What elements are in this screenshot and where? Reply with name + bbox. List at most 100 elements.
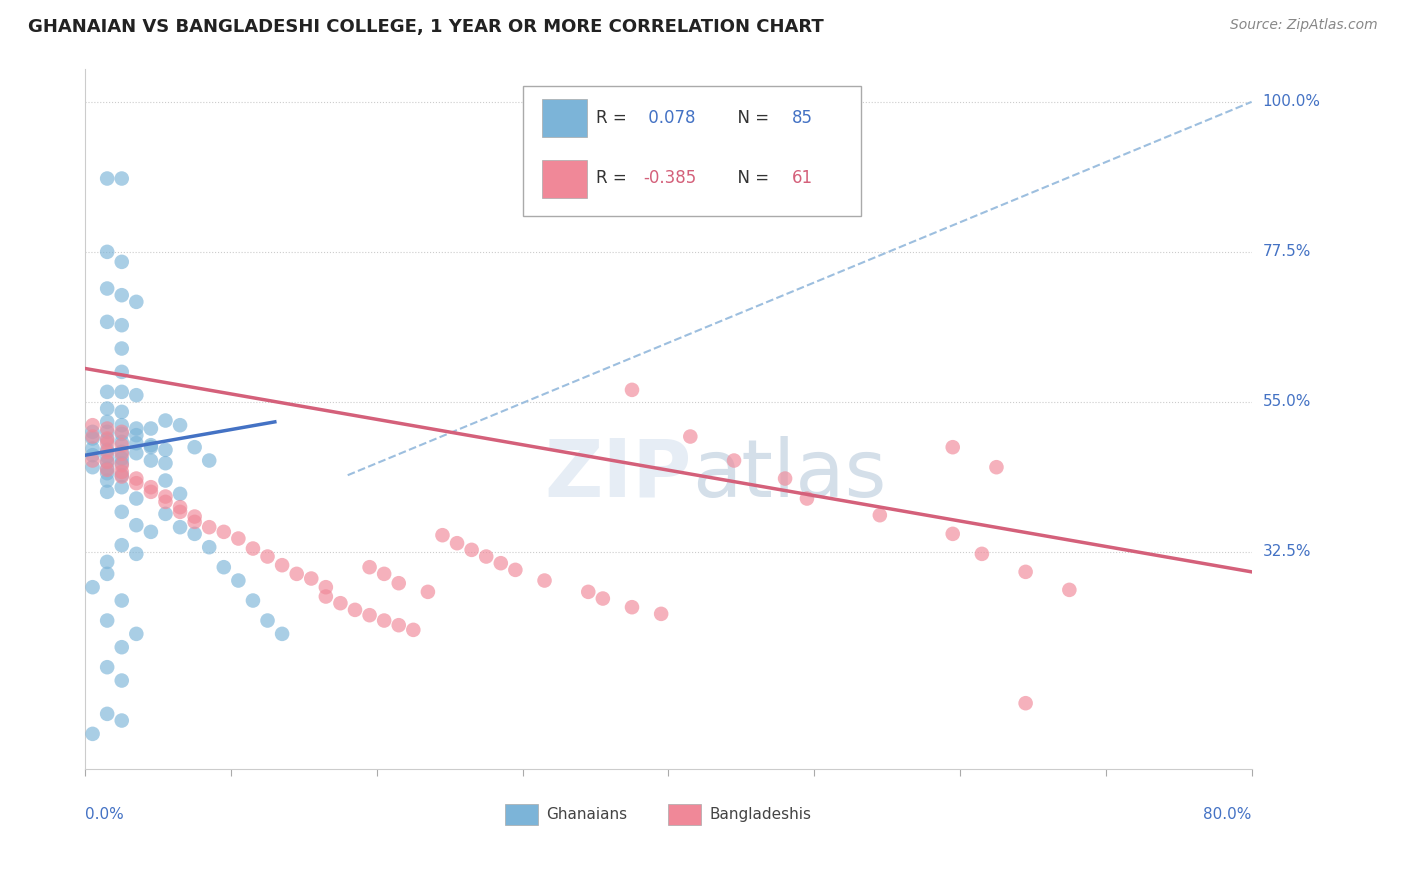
Point	[111, 318, 134, 333]
Point	[373, 614, 395, 628]
Point	[343, 603, 366, 617]
Point	[82, 418, 104, 433]
Point	[96, 660, 118, 674]
FancyBboxPatch shape	[668, 804, 702, 824]
Point	[592, 591, 614, 606]
Point	[256, 614, 278, 628]
Point	[212, 560, 235, 574]
Point	[111, 465, 134, 479]
Point	[155, 442, 177, 457]
Point	[125, 476, 148, 491]
Point	[432, 528, 454, 542]
Point	[723, 453, 745, 467]
Point	[111, 384, 134, 399]
Point	[96, 614, 118, 628]
Point	[96, 463, 118, 477]
Point	[359, 608, 381, 623]
Point	[183, 440, 205, 454]
Text: N =: N =	[727, 109, 775, 127]
Point	[489, 556, 512, 570]
Point	[111, 480, 134, 494]
Point	[125, 518, 148, 533]
Point	[111, 365, 134, 379]
Point	[96, 466, 118, 480]
Point	[169, 418, 191, 433]
Text: atlas: atlas	[692, 435, 886, 514]
Point	[111, 714, 134, 728]
Point	[111, 434, 134, 449]
Point	[329, 596, 352, 610]
Text: 55.0%: 55.0%	[1263, 394, 1310, 409]
Point	[402, 623, 425, 637]
Point	[111, 468, 134, 483]
Point	[96, 455, 118, 469]
Point	[986, 460, 1008, 475]
Point	[111, 456, 134, 470]
FancyBboxPatch shape	[505, 804, 538, 824]
Point	[125, 446, 148, 460]
Point	[475, 549, 498, 564]
Text: 0.0%: 0.0%	[86, 807, 124, 822]
Point	[416, 585, 439, 599]
Point	[155, 507, 177, 521]
Point	[155, 495, 177, 509]
Point	[82, 425, 104, 439]
Point	[96, 450, 118, 464]
Point	[139, 453, 162, 467]
Point	[359, 560, 381, 574]
Text: 100.0%: 100.0%	[1263, 95, 1320, 110]
Point	[228, 574, 250, 588]
Point	[139, 438, 162, 452]
Point	[533, 574, 555, 588]
Text: 80.0%: 80.0%	[1204, 807, 1251, 822]
Point	[139, 484, 162, 499]
Point	[388, 618, 411, 632]
Point	[869, 508, 891, 523]
Point	[125, 436, 148, 450]
Text: 32.5%: 32.5%	[1263, 544, 1312, 559]
Point	[111, 505, 134, 519]
Text: Bangladeshis: Bangladeshis	[709, 806, 811, 822]
Point	[96, 474, 118, 488]
Point	[169, 505, 191, 519]
Point	[96, 484, 118, 499]
Point	[125, 294, 148, 309]
Point	[82, 453, 104, 467]
Point	[111, 447, 134, 461]
Point	[505, 563, 527, 577]
Point	[111, 673, 134, 688]
Point	[111, 640, 134, 655]
Point	[212, 524, 235, 539]
Point	[155, 490, 177, 504]
Point	[125, 471, 148, 485]
Point	[139, 480, 162, 494]
Point	[125, 491, 148, 506]
Point	[315, 580, 337, 594]
Point	[1059, 582, 1081, 597]
Point	[96, 555, 118, 569]
Point	[155, 456, 177, 470]
Text: ZIP: ZIP	[544, 435, 692, 514]
Point	[96, 281, 118, 295]
Point	[96, 566, 118, 581]
Point	[271, 627, 294, 641]
Point	[111, 445, 134, 459]
Point	[125, 627, 148, 641]
Point	[198, 540, 221, 554]
Text: Ghanaians: Ghanaians	[546, 806, 627, 822]
Point	[82, 727, 104, 741]
Point	[183, 509, 205, 524]
Point	[242, 593, 264, 607]
Point	[96, 445, 118, 459]
Point	[388, 576, 411, 591]
Point	[82, 448, 104, 462]
Point	[96, 244, 118, 259]
Text: 85: 85	[792, 109, 813, 127]
Point	[125, 388, 148, 402]
Point	[96, 401, 118, 416]
Point	[96, 706, 118, 721]
Point	[96, 436, 118, 450]
Point	[155, 413, 177, 427]
Point	[111, 593, 134, 607]
Point	[942, 440, 965, 454]
